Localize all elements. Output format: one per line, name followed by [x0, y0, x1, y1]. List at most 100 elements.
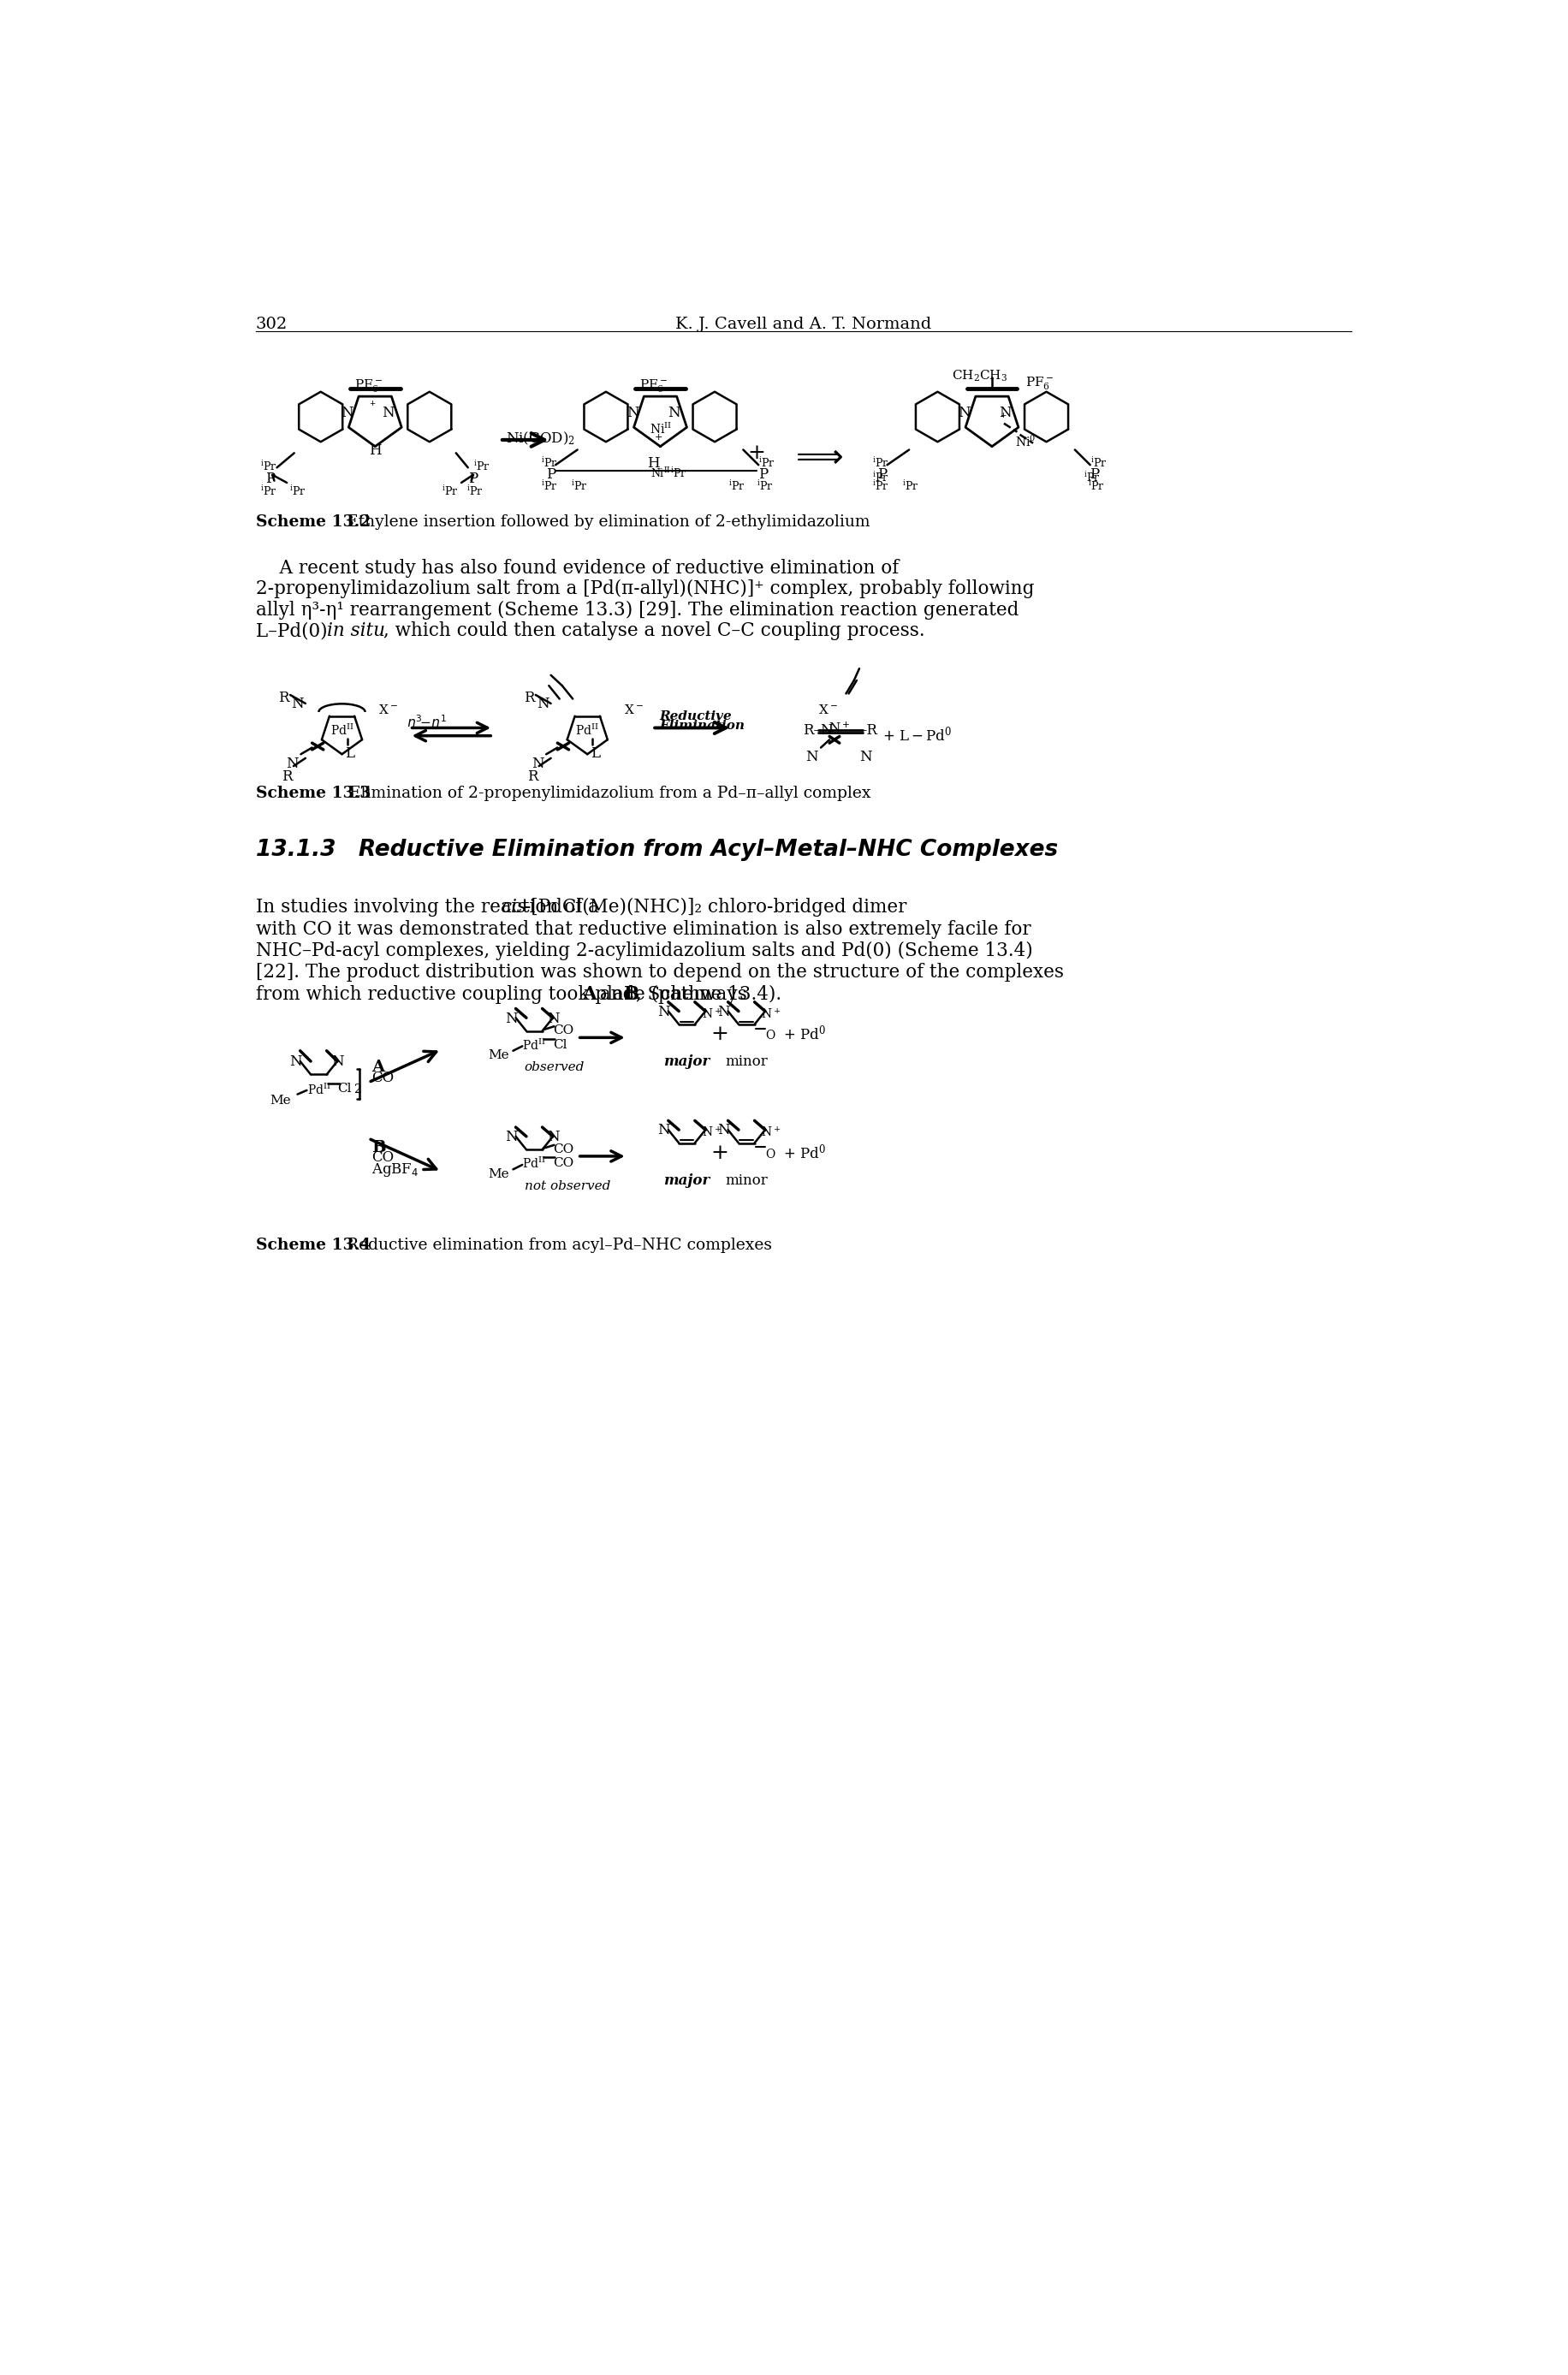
Text: $\mathregular{^iPr}$: $\mathregular{^iPr}$ — [903, 480, 919, 494]
Text: 302: 302 — [256, 316, 287, 333]
Text: P: P — [759, 468, 768, 482]
Text: CO: CO — [554, 1157, 574, 1168]
Text: N: N — [859, 750, 872, 765]
Text: N: N — [292, 696, 304, 712]
Text: N: N — [340, 406, 353, 420]
Text: $\Longrightarrow$: $\Longrightarrow$ — [789, 442, 844, 473]
Text: In studies involving the reaction of a: In studies involving the reaction of a — [256, 898, 605, 917]
Text: P: P — [878, 468, 887, 482]
Text: N: N — [505, 1130, 517, 1145]
Text: 2: 2 — [353, 1083, 361, 1095]
Text: $\mathregular{^iPr}$: $\mathregular{^iPr}$ — [260, 461, 278, 473]
Text: Elimination of 2-propenylimidazolium from a Pd–π–allyl complex: Elimination of 2-propenylimidazolium fro… — [339, 786, 870, 800]
Text: Cl: Cl — [554, 1038, 568, 1050]
Text: $\mathregular{Pd^{II}}$: $\mathregular{Pd^{II}}$ — [331, 724, 354, 739]
Text: $\mathregular{^iPr}$: $\mathregular{^iPr}$ — [474, 461, 491, 473]
Text: $^+$: $^+$ — [999, 413, 1007, 423]
Text: AgBF$_4$: AgBF$_4$ — [372, 1161, 419, 1178]
Text: , Scheme 13.4).: , Scheme 13.4). — [635, 986, 781, 1005]
Text: from which reductive coupling took place (pathways: from which reductive coupling took place… — [256, 986, 753, 1005]
Text: CO: CO — [372, 1071, 394, 1085]
Text: CO: CO — [372, 1150, 394, 1164]
Text: $\mathregular{X^-}$: $\mathregular{X^-}$ — [378, 703, 398, 717]
Text: R: R — [278, 691, 289, 705]
Text: $\mathregular{CH_2CH_3}$: $\mathregular{CH_2CH_3}$ — [952, 368, 1008, 385]
Text: P: P — [1090, 468, 1099, 482]
Text: $\mathregular{Ni(COD)_2}$: $\mathregular{Ni(COD)_2}$ — [506, 430, 575, 447]
Text: Reductive: Reductive — [659, 710, 732, 722]
Text: $\mathregular{^iPr}$: $\mathregular{^iPr}$ — [872, 456, 889, 470]
Text: Ethylene insertion followed by elimination of 2-ethylimidazolium: Ethylene insertion followed by eliminati… — [337, 515, 870, 530]
Text: N: N — [626, 406, 638, 420]
Text: major: major — [663, 1054, 710, 1069]
Text: H: H — [368, 444, 381, 458]
Text: not observed: not observed — [524, 1180, 610, 1192]
Text: $\mathregular{^iPr}$: $\mathregular{^iPr}$ — [759, 456, 775, 470]
Text: $\mathregular{Ni^0}$: $\mathregular{Ni^0}$ — [1014, 435, 1036, 449]
Text: N: N — [383, 406, 395, 420]
Text: L–Pd(0): L–Pd(0) — [256, 622, 332, 641]
Text: N: N — [999, 406, 1011, 420]
Text: $\mathregular{PF_6^-}$: $\mathregular{PF_6^-}$ — [640, 378, 668, 394]
Text: N: N — [547, 1130, 560, 1145]
Text: N: N — [668, 406, 681, 420]
Text: N: N — [717, 1123, 729, 1138]
Text: $\mathregular{X^-}$: $\mathregular{X^-}$ — [624, 703, 643, 717]
Text: Scheme 13.4: Scheme 13.4 — [256, 1237, 370, 1252]
Text: cis: cis — [502, 898, 527, 917]
Text: $\mathregular{^iPr}$: $\mathregular{^iPr}$ — [289, 484, 306, 499]
Text: N: N — [331, 1054, 343, 1069]
Text: N: N — [289, 1054, 301, 1069]
Text: N: N — [717, 1005, 729, 1019]
Text: $\mathregular{PF_6^-}$: $\mathregular{PF_6^-}$ — [354, 378, 383, 394]
Text: , which could then catalyse a novel C–C coupling process.: , which could then catalyse a novel C–C … — [383, 622, 925, 641]
Text: N: N — [532, 755, 544, 772]
Text: P: P — [265, 473, 274, 487]
Text: N: N — [287, 755, 299, 772]
Text: +: + — [712, 1024, 729, 1045]
Text: B: B — [624, 986, 640, 1005]
Text: $\mathregular{^iPr}$: $\mathregular{^iPr}$ — [872, 480, 889, 494]
Text: $\mathregular{PF_6^-}$: $\mathregular{PF_6^-}$ — [1025, 375, 1054, 392]
Text: L: L — [591, 746, 601, 760]
Text: O: O — [765, 1031, 775, 1043]
Text: $\mathregular{N^+}$: $\mathregular{N^+}$ — [701, 1126, 721, 1140]
Text: $\mathregular{^iPr}$: $\mathregular{^iPr}$ — [670, 466, 687, 480]
Text: N: N — [657, 1123, 670, 1138]
Text: $+\ \mathregular{L-Pd^0}$: $+\ \mathregular{L-Pd^0}$ — [883, 724, 952, 743]
Text: $\mathregular{Pd^{II}}$: $\mathregular{Pd^{II}}$ — [522, 1157, 546, 1171]
Text: +: + — [712, 1142, 729, 1164]
Text: N: N — [657, 1005, 670, 1019]
Text: P: P — [546, 468, 555, 482]
Text: minor: minor — [726, 1054, 768, 1069]
Text: –R: –R — [859, 724, 877, 739]
Text: $\mathregular{Pd^{II}}$: $\mathregular{Pd^{II}}$ — [307, 1083, 331, 1097]
Text: Cl: Cl — [337, 1083, 351, 1095]
Text: K. J. Cavell and A. T. Normand: K. J. Cavell and A. T. Normand — [676, 316, 931, 333]
Text: Me: Me — [488, 1050, 510, 1062]
Text: $^+$: $^+$ — [368, 401, 378, 411]
Text: A: A — [582, 986, 596, 1005]
Text: $\mathregular{Pd^{II}}$: $\mathregular{Pd^{II}}$ — [575, 724, 599, 739]
Text: CO: CO — [554, 1024, 574, 1036]
Text: Elimination: Elimination — [659, 720, 745, 732]
Text: Scheme 13.2: Scheme 13.2 — [256, 515, 370, 530]
Text: $\mathregular{^iPr}$: $\mathregular{^iPr}$ — [1083, 470, 1101, 485]
Text: $\eta^3\!\!-\!\eta^1$: $\eta^3\!\!-\!\eta^1$ — [406, 712, 447, 732]
Text: 13.1.3 Reductive Elimination from Acyl–Metal–NHC Complexes: 13.1.3 Reductive Elimination from Acyl–M… — [256, 838, 1058, 860]
Text: $\mathregular{^iPr}$: $\mathregular{^iPr}$ — [571, 480, 588, 494]
Text: A: A — [372, 1059, 384, 1076]
Text: P: P — [469, 473, 478, 487]
Text: observed: observed — [524, 1062, 585, 1074]
Text: $\mathregular{^iPr}$: $\mathregular{^iPr}$ — [756, 480, 773, 494]
Text: N: N — [547, 1012, 560, 1026]
Text: N: N — [806, 750, 818, 765]
Text: B: B — [372, 1140, 386, 1154]
Text: -[PdCl(Me)(NHC)]₂ chloro-bridged dimer: -[PdCl(Me)(NHC)]₂ chloro-bridged dimer — [525, 898, 906, 917]
Text: $\mathregular{Ni^{II}}$: $\mathregular{Ni^{II}}$ — [651, 468, 671, 480]
Text: R: R — [282, 770, 292, 784]
Text: L: L — [345, 746, 354, 760]
Text: +: + — [748, 444, 765, 463]
Text: $\mathregular{^iPr}$: $\mathregular{^iPr}$ — [872, 470, 889, 485]
Text: $\mathregular{X^-}$: $\mathregular{X^-}$ — [818, 703, 837, 717]
